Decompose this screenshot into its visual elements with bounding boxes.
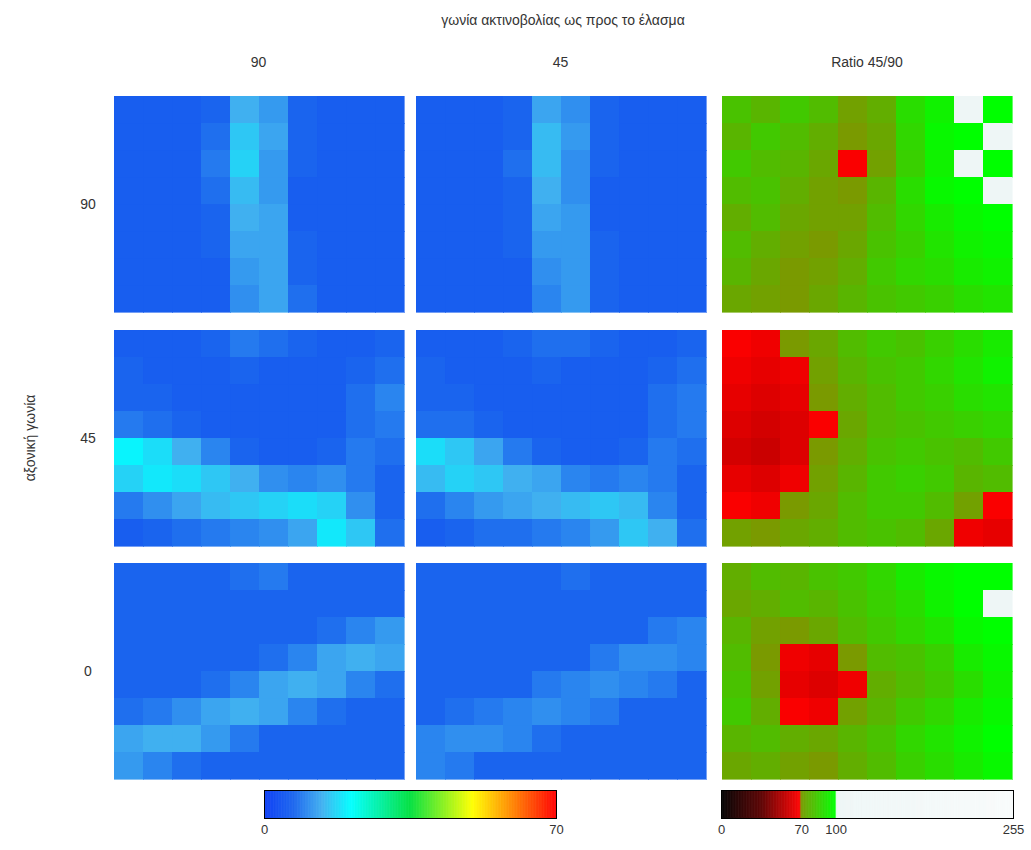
svg-text:70: 70: [794, 822, 808, 837]
html-text:0: 0: [84, 663, 92, 679]
html-text:45: 45: [552, 54, 569, 70]
svg-text:0: 0: [260, 822, 267, 837]
html-text:Ratio 45/90: Ratio 45/90: [831, 54, 903, 70]
svg-text:100: 100: [825, 822, 847, 837]
svg-text:70: 70: [549, 822, 563, 837]
html-text:45: 45: [80, 430, 96, 446]
html-text:αξονική γωνία: αξονική γωνία: [22, 394, 38, 481]
html-text:γωνία ακτινοβολίας ως προς το: γωνία ακτινοβολίας ως προς το έλασμα: [441, 12, 685, 28]
svg-text:0: 0: [718, 822, 725, 837]
html-text:90: 90: [250, 54, 267, 70]
svg-text:255: 255: [1003, 822, 1025, 837]
html-text:90: 90: [80, 196, 96, 212]
